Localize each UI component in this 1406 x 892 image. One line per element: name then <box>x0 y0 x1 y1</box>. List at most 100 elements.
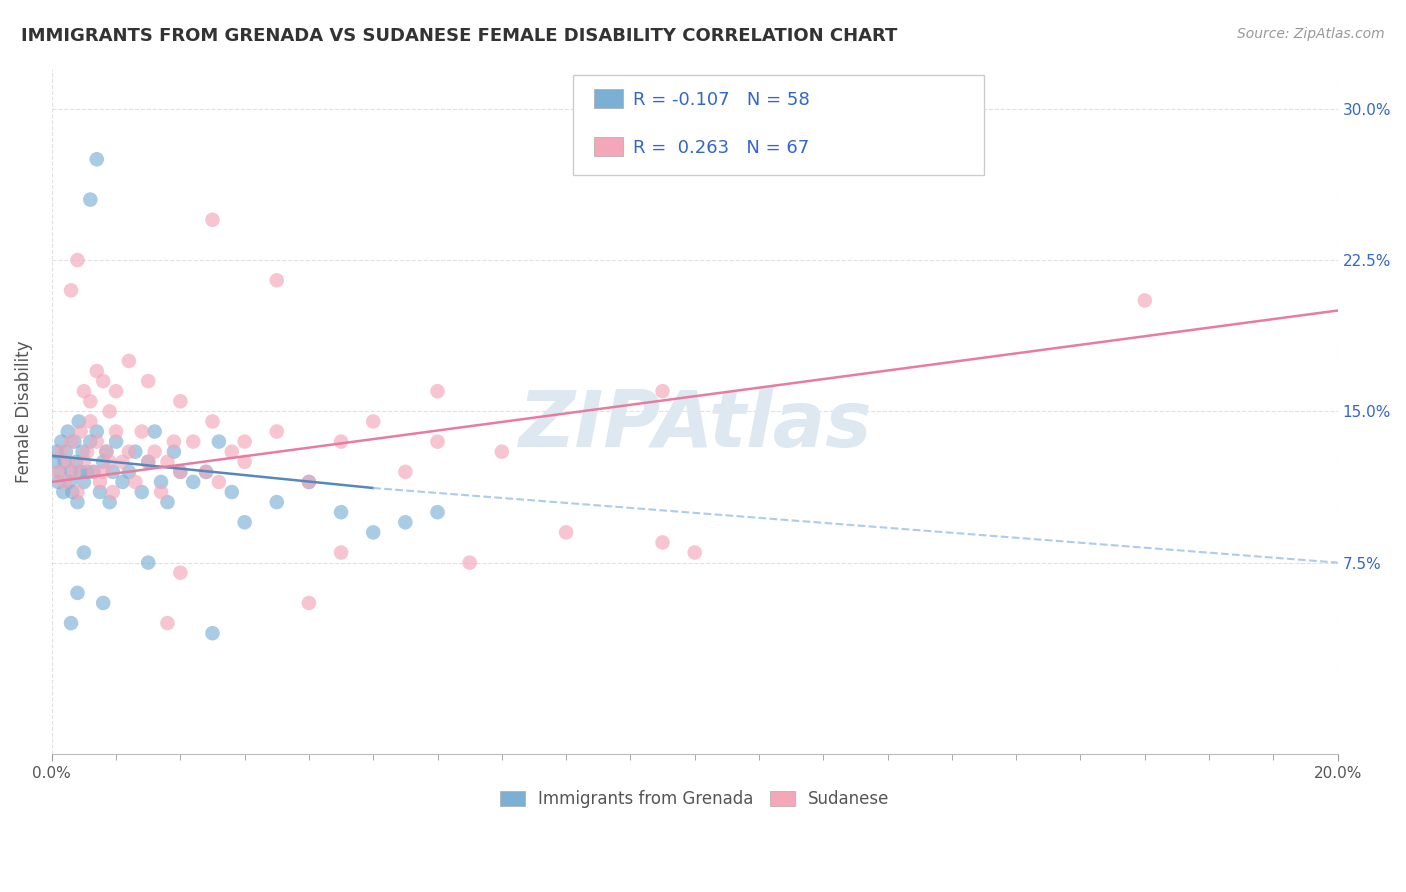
Point <box>69 465 91 479</box>
Point <box>150 475 173 489</box>
Point <box>169 566 191 580</box>
Point <box>65 455 87 469</box>
Point <box>136 374 159 388</box>
Point <box>136 455 159 469</box>
Point <box>63 465 86 479</box>
Point <box>52 485 75 500</box>
Point <box>73 545 96 559</box>
Point <box>124 475 146 489</box>
Point <box>73 455 96 469</box>
Point <box>683 545 706 559</box>
Point <box>66 253 89 268</box>
Point <box>156 495 179 509</box>
Point <box>89 475 111 489</box>
Point <box>98 495 121 509</box>
Point <box>86 364 108 378</box>
Point <box>233 455 256 469</box>
Point <box>361 414 384 428</box>
Point <box>59 475 82 489</box>
Point <box>169 465 191 479</box>
Point <box>266 425 288 439</box>
Point <box>131 485 153 500</box>
Point <box>124 444 146 458</box>
Text: Source: ZipAtlas.com: Source: ZipAtlas.com <box>1237 27 1385 41</box>
Point <box>150 485 173 500</box>
Point <box>651 384 673 399</box>
Bar <box>595 89 623 108</box>
Point <box>298 475 321 489</box>
Point <box>91 374 114 388</box>
Point <box>426 384 449 399</box>
Legend: Immigrants from Grenada, Sudanese: Immigrants from Grenada, Sudanese <box>494 783 897 814</box>
Point <box>298 596 321 610</box>
Point <box>76 465 98 479</box>
Point <box>86 425 108 439</box>
Point <box>96 444 118 458</box>
Point <box>201 626 224 640</box>
Point <box>163 444 186 458</box>
Point <box>76 444 98 458</box>
Point <box>118 354 141 368</box>
Point <box>73 475 96 489</box>
Point <box>51 444 73 458</box>
Point <box>195 465 218 479</box>
Point <box>118 444 141 458</box>
Point <box>491 444 513 458</box>
Point <box>66 485 89 500</box>
Point <box>651 535 673 549</box>
Point <box>201 414 224 428</box>
Point <box>1133 293 1156 308</box>
Point <box>51 434 73 449</box>
Point <box>111 455 134 469</box>
Point <box>195 465 218 479</box>
Point <box>79 414 101 428</box>
Point <box>111 475 134 489</box>
Text: R = -0.107   N = 58: R = -0.107 N = 58 <box>633 91 810 109</box>
Point <box>394 516 416 530</box>
Point <box>156 616 179 631</box>
Point <box>56 455 79 469</box>
Point <box>86 153 108 167</box>
Point <box>83 465 105 479</box>
Point <box>79 193 101 207</box>
Point <box>60 284 83 298</box>
Y-axis label: Female Disability: Female Disability <box>15 340 32 483</box>
Point <box>56 425 79 439</box>
Point <box>98 455 121 469</box>
Point <box>233 516 256 530</box>
Point <box>233 434 256 449</box>
Point <box>221 444 243 458</box>
Point <box>60 485 83 500</box>
Point <box>330 505 353 519</box>
Bar <box>595 137 623 156</box>
Point <box>361 525 384 540</box>
Point <box>169 465 191 479</box>
Point <box>426 434 449 449</box>
Point <box>45 444 67 458</box>
Point <box>60 434 83 449</box>
Point <box>131 425 153 439</box>
Point <box>46 465 69 479</box>
Point <box>44 455 66 469</box>
Point <box>72 444 94 458</box>
Point <box>60 616 83 631</box>
FancyBboxPatch shape <box>572 76 984 175</box>
Point <box>330 545 353 559</box>
Point <box>118 465 141 479</box>
Point <box>136 455 159 469</box>
Point <box>101 485 124 500</box>
Point <box>169 394 191 409</box>
Point <box>136 556 159 570</box>
Point <box>181 434 204 449</box>
Point <box>298 475 321 489</box>
Point <box>105 425 128 439</box>
Point <box>67 414 90 428</box>
Point <box>105 384 128 399</box>
Point <box>394 465 416 479</box>
Point <box>96 444 118 458</box>
Point <box>86 434 108 449</box>
Point <box>66 586 89 600</box>
Point <box>98 404 121 418</box>
Point <box>63 434 86 449</box>
Point <box>555 525 578 540</box>
